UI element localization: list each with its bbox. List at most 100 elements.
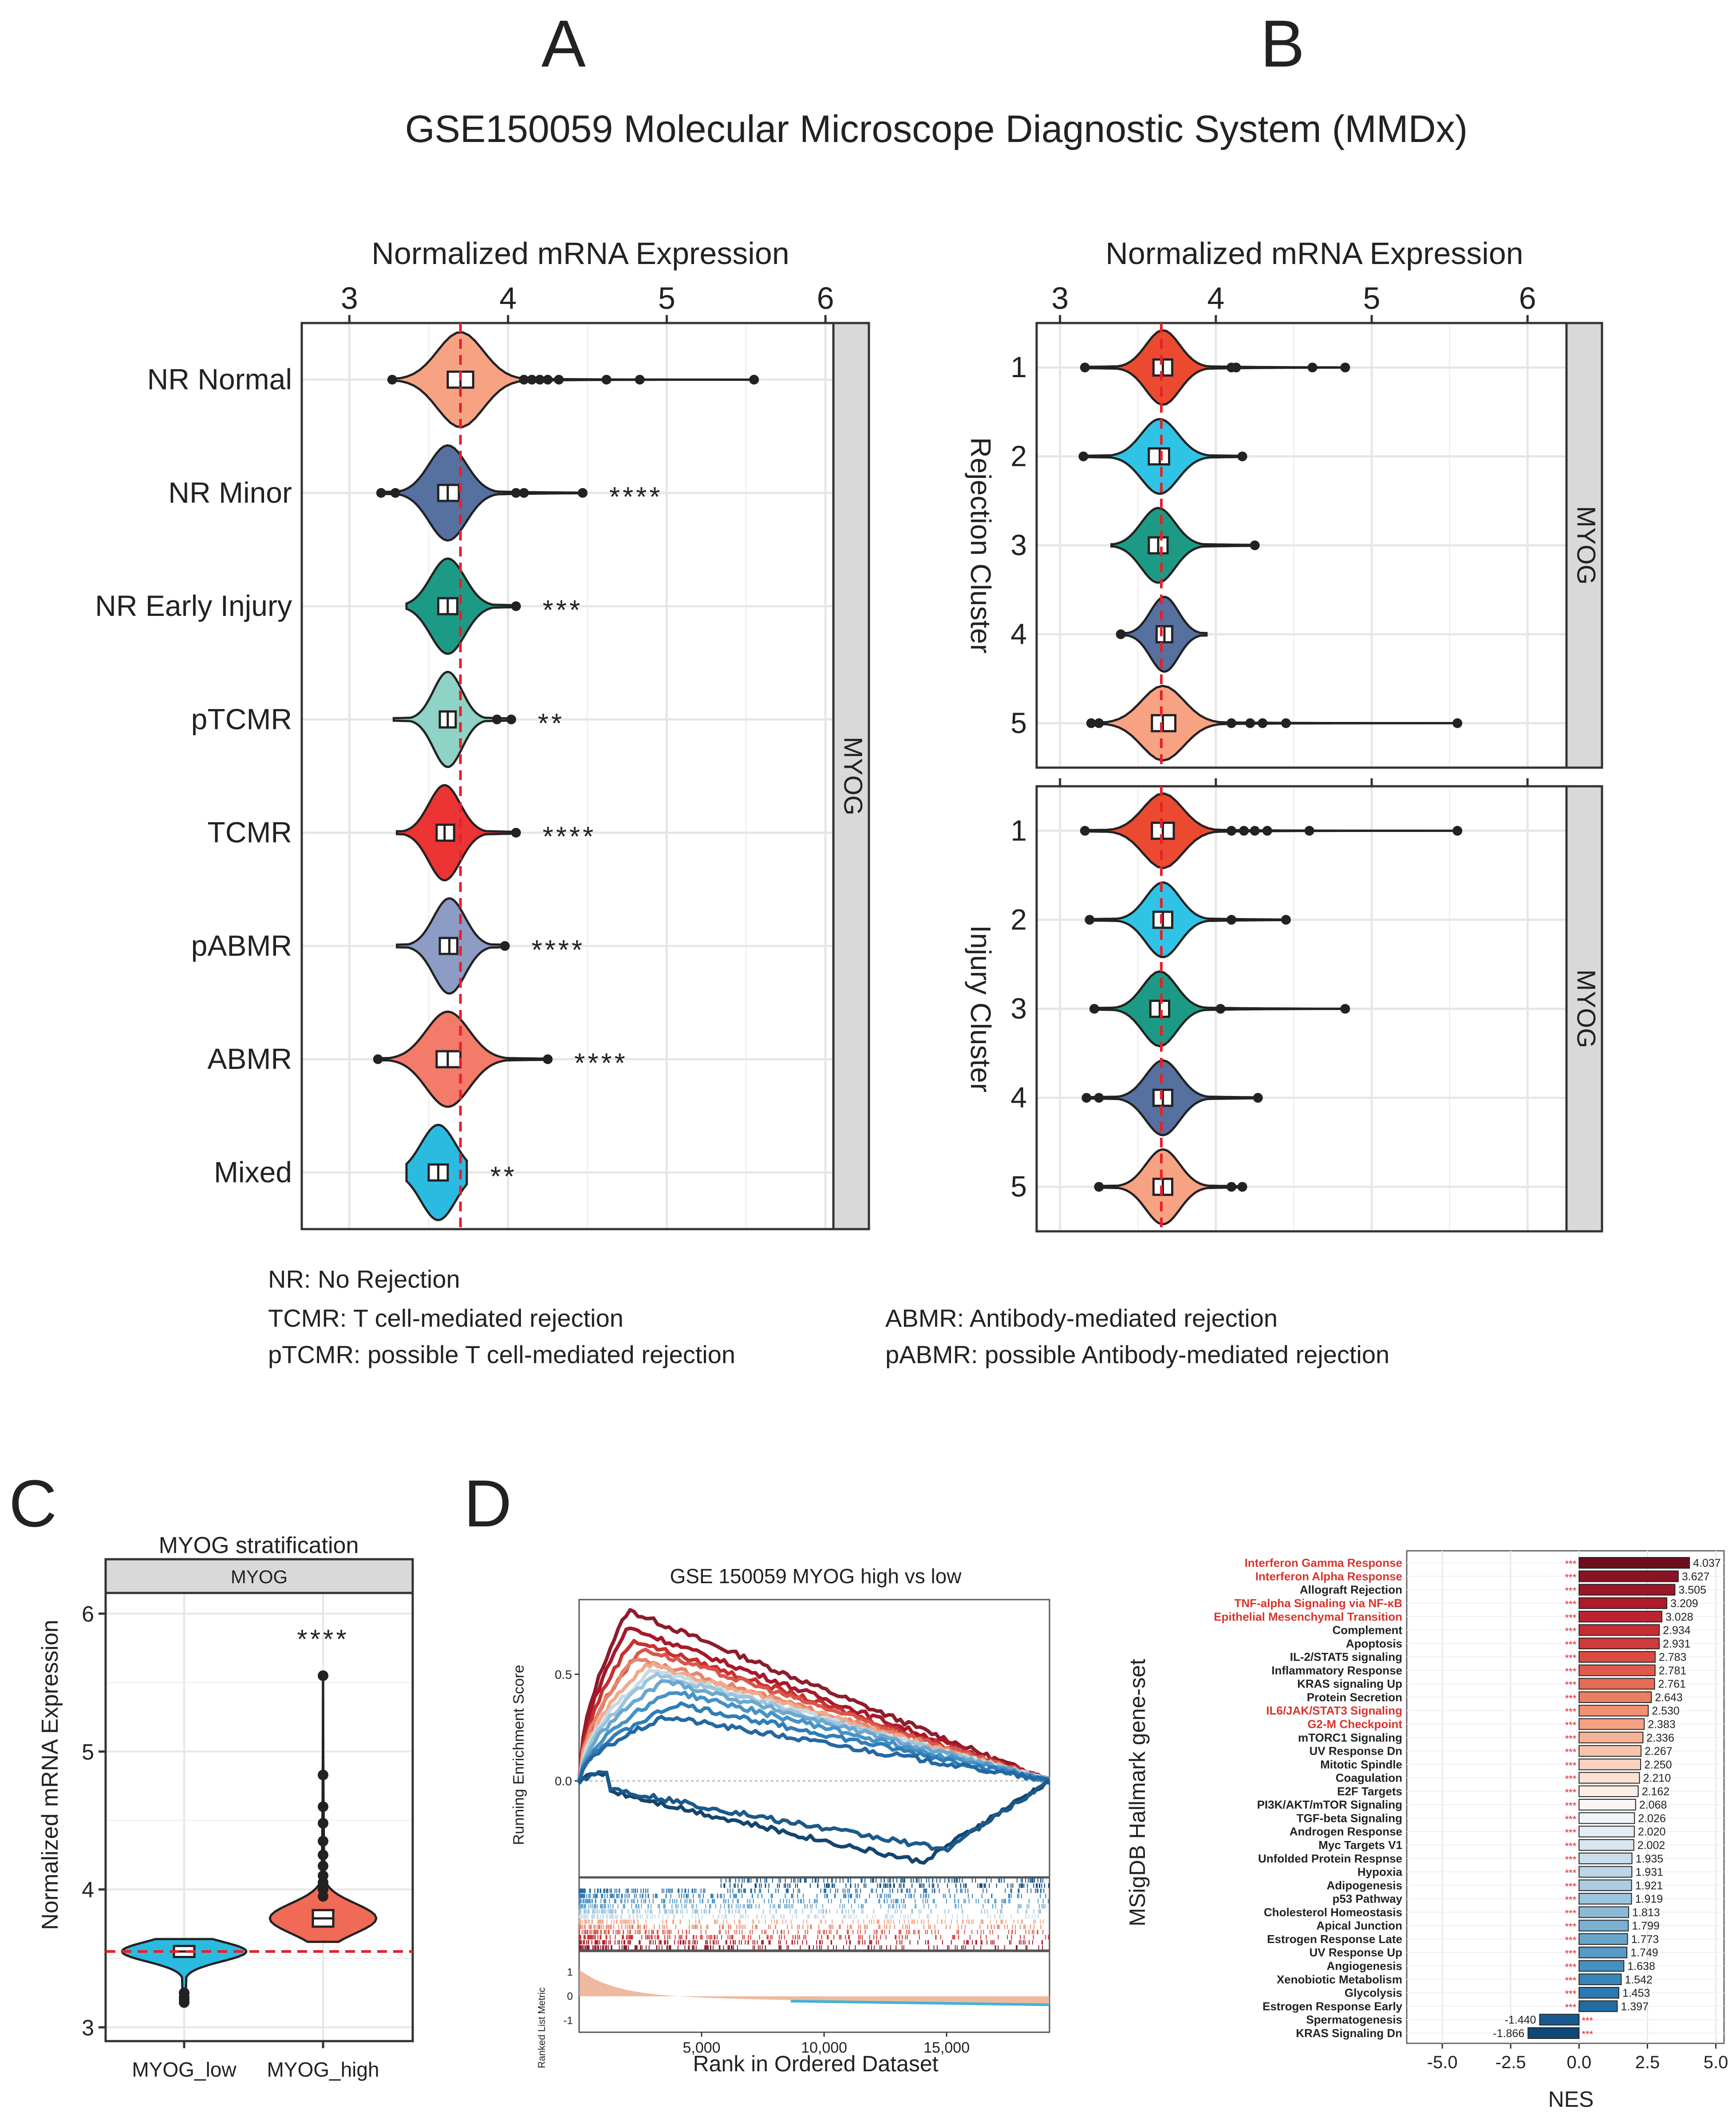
nes-value-label: 2.781 xyxy=(1659,1664,1687,1677)
panel-d-bar-y-axis-title: MSigDB Hallmark gene-set xyxy=(1125,1659,1150,1926)
significance-marker: *** xyxy=(1582,2029,1593,2040)
panel-c-title: MYOG stratification xyxy=(159,1533,359,1558)
nes-value-label: 2.162 xyxy=(1642,1786,1670,1798)
outlier-point xyxy=(1340,1004,1350,1014)
outlier-point xyxy=(543,1054,553,1064)
nes-value-label: 4.037 xyxy=(1693,1557,1721,1569)
significance-marker: *** xyxy=(1565,1585,1577,1597)
outlier-point xyxy=(511,488,521,498)
nes-value-label: 2.336 xyxy=(1646,1732,1674,1744)
y-tick-label: 5 xyxy=(82,1739,94,1764)
nes-bar xyxy=(1578,1812,1635,1824)
outlier-point xyxy=(1085,915,1095,925)
outlier-point xyxy=(1094,1093,1104,1103)
category-label: 1 xyxy=(1010,814,1027,847)
outlier-point xyxy=(387,375,397,385)
significance-marker: *** xyxy=(1565,1719,1577,1731)
gene-set-label: Myc Targets V1 xyxy=(1318,1838,1402,1852)
significance-label: *** xyxy=(543,595,583,626)
bar-group: Interferon Alpha Response *** 3.627 xyxy=(1255,1569,1710,1583)
significance-marker: *** xyxy=(1565,1935,1577,1946)
category-label: TCMR xyxy=(207,816,292,849)
es-curve xyxy=(577,1691,1050,1782)
category-label: 5 xyxy=(1010,706,1027,739)
outlier-point xyxy=(527,375,537,385)
significance-marker: *** xyxy=(1565,1827,1577,1838)
panel-b-row-label-rejection: Rejection Cluster xyxy=(965,437,997,653)
nes-value-label: 2.068 xyxy=(1639,1799,1667,1811)
bar-group: Androgen Response *** 2.020 xyxy=(1290,1825,1666,1838)
nes-value-label: 3.505 xyxy=(1678,1584,1706,1597)
gene-set-label: mTORC1 Signaling xyxy=(1298,1731,1402,1744)
nes-value-label: 1.397 xyxy=(1621,2000,1649,2013)
nes-bar xyxy=(1578,1678,1655,1690)
outlier-point xyxy=(1237,1182,1247,1192)
panel-letter-a: A xyxy=(541,6,586,81)
violin-group: 4 xyxy=(1010,1059,1263,1136)
panel-d-gsea-plot: GSE 150059 MYOG high vs low Running Enri… xyxy=(510,1565,1051,2076)
significance-marker: *** xyxy=(1565,1693,1577,1704)
significance-marker: *** xyxy=(1565,1706,1577,1717)
gene-set-label: IL-2/STAT5 signaling xyxy=(1290,1650,1402,1664)
gene-set-label: Mitotic Spindle xyxy=(1320,1758,1402,1771)
category-label: 2 xyxy=(1010,903,1027,936)
violin-group: 2 xyxy=(1010,418,1247,495)
nes-bar xyxy=(1578,1691,1652,1703)
outlier-point xyxy=(1452,826,1463,836)
gene-set-label: E2F Targets xyxy=(1337,1785,1402,1798)
category-label: pTCMR xyxy=(191,702,292,735)
outlier-point xyxy=(1304,826,1314,836)
significance-marker: *** xyxy=(1565,1841,1577,1852)
nes-value-label: -1.866 xyxy=(1493,2027,1524,2040)
gene-set-label: UV Response Dn xyxy=(1310,1744,1403,1758)
outlier-point xyxy=(511,828,521,838)
x-tick-label: 6 xyxy=(817,281,834,315)
significance-marker: *** xyxy=(1565,1988,1577,1999)
bar-group: Interferon Gamma Response *** 4.037 xyxy=(1245,1556,1721,1569)
category-label: 1 xyxy=(1010,351,1027,383)
y-tick-label: 0.5 xyxy=(555,1668,572,1681)
panel-d-bar-x-axis-title: NES xyxy=(1548,2087,1594,2112)
nes-value-label: 2.934 xyxy=(1663,1624,1691,1637)
outlier-point xyxy=(1081,1093,1092,1103)
facet-strip xyxy=(1565,322,1603,769)
nes-bar xyxy=(1578,2000,1618,2012)
gene-set-label: Androgen Response xyxy=(1290,1825,1402,1838)
legend-nr: NR: No Rejection xyxy=(268,1265,460,1293)
outlier-point xyxy=(511,601,521,611)
es-curve xyxy=(577,1608,1050,1784)
outlier-point xyxy=(1080,826,1090,836)
metric-negative-tail xyxy=(790,1999,1050,2007)
nes-bar xyxy=(1578,1879,1632,1891)
nes-value-label: 2.026 xyxy=(1638,1812,1666,1825)
bar-group: IL-2/STAT5 signaling *** 2.783 xyxy=(1290,1650,1687,1664)
nes-bar xyxy=(1578,1557,1690,1569)
nes-bar xyxy=(1578,1584,1676,1596)
bar-group: Complement *** 2.934 xyxy=(1333,1624,1691,1637)
significance-marker: *** xyxy=(1582,2015,1593,2026)
category-label: Mixed xyxy=(214,1155,292,1188)
panel-b-row-label-injury: Injury Cluster xyxy=(965,925,997,1092)
gene-set-label: Cholesterol Homeostasis xyxy=(1264,1905,1402,1919)
nes-value-label: 2.250 xyxy=(1644,1758,1672,1771)
violin-group: 5 xyxy=(1010,1148,1247,1226)
outlier-point xyxy=(1094,718,1104,728)
significance-marker: *** xyxy=(1565,1868,1577,1879)
outlier-point xyxy=(1226,1182,1236,1192)
nes-bar xyxy=(1578,1597,1668,1609)
significance-marker: *** xyxy=(1565,1666,1577,1677)
violin-shape xyxy=(377,444,587,542)
significance-label: **** xyxy=(574,1048,628,1079)
legend-ptcmr: pTCMR: possible T cell-mediated rejectio… xyxy=(268,1340,735,1368)
outlier-point xyxy=(519,375,529,385)
outlier-point xyxy=(1250,826,1260,836)
violin-group: NR Early Injury *** xyxy=(95,557,583,655)
gene-set-label: Unfolded Protein Respnse xyxy=(1258,1852,1402,1865)
nes-value-label: 3.209 xyxy=(1670,1597,1698,1610)
violin-group: MYOG_high **** xyxy=(267,1624,379,2081)
significance-marker: *** xyxy=(1565,1760,1577,1771)
category-label: 2 xyxy=(1010,440,1027,473)
plot-frame xyxy=(104,1592,414,2042)
bar-group: Apical Junction *** 1.799 xyxy=(1316,1919,1659,1932)
bar-group: IL6/JAK/STAT3 Signaling *** 2.530 xyxy=(1266,1704,1680,1717)
